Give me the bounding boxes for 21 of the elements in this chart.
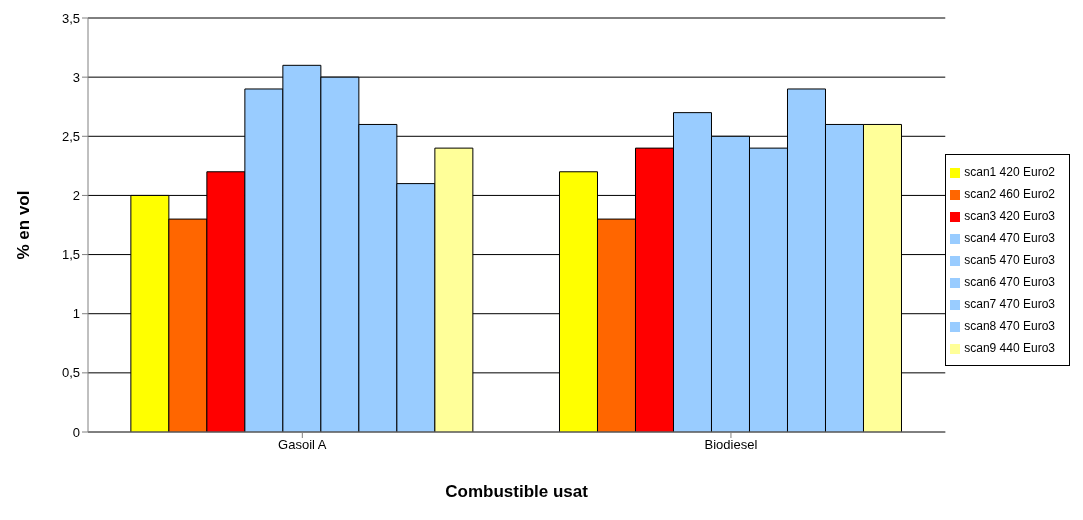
- legend-label: scan3 420 Euro3: [964, 209, 1055, 223]
- x-axis-title: Combustible usat: [445, 482, 589, 501]
- legend-label: scan1 420 Euro2: [964, 165, 1055, 179]
- x-tick-label: Biodiesel: [704, 437, 758, 453]
- legend-label: scan7 470 Euro3: [964, 297, 1055, 311]
- y-tick-label: 0: [72, 424, 80, 440]
- y-tick-label: 0,5: [61, 365, 80, 381]
- y-tick-label: 1,5: [61, 247, 80, 263]
- legend-label: scan8 470 Euro3: [964, 319, 1055, 333]
- y-tick-label: 3: [72, 69, 80, 85]
- legend-label: scan9 440 Euro3: [964, 341, 1055, 355]
- y-tick-label: 2,5: [61, 128, 80, 144]
- legend-label: scan6 470 Euro3: [964, 275, 1055, 289]
- legend-label: scan5 470 Euro3: [964, 253, 1055, 267]
- x-tick-label: Gasoil A: [278, 437, 327, 453]
- legend-label: scan2 460 Euro2: [964, 187, 1055, 201]
- y-tick-label: 3,5: [61, 10, 80, 26]
- y-tick-label: 1: [72, 306, 80, 322]
- y-axis-title: % en vol: [14, 190, 34, 260]
- y-tick-label: 2: [72, 188, 80, 204]
- legend-label: scan4 470 Euro3: [964, 231, 1055, 245]
